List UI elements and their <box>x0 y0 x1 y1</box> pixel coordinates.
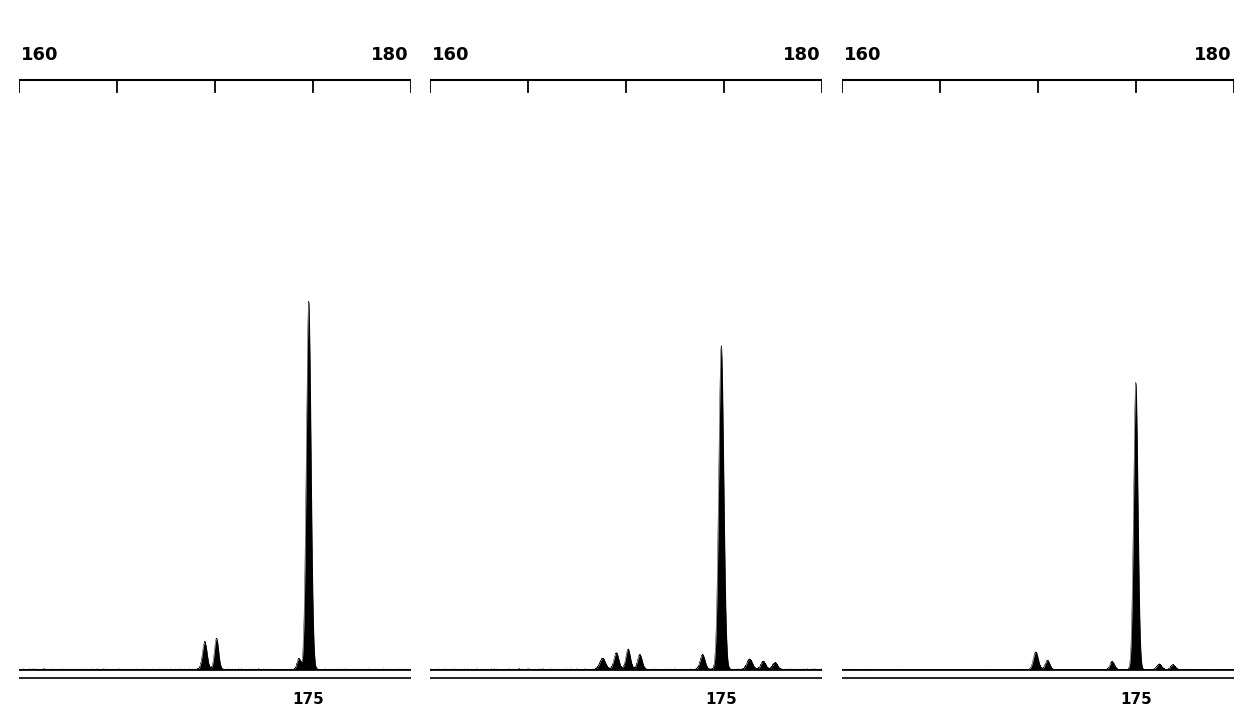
Text: 180: 180 <box>371 45 409 64</box>
Text: 160: 160 <box>433 45 470 64</box>
Text: 175: 175 <box>293 692 325 707</box>
Text: 175: 175 <box>706 692 737 707</box>
Text: 175: 175 <box>1120 692 1152 707</box>
Text: 180: 180 <box>782 45 820 64</box>
Text: 160: 160 <box>843 45 882 64</box>
Text: 180: 180 <box>1194 45 1231 64</box>
Text: 160: 160 <box>21 45 58 64</box>
